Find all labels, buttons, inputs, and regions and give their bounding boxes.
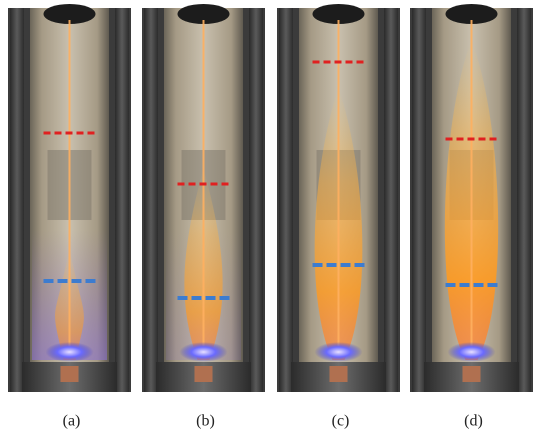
burner-nozzle xyxy=(195,366,213,382)
photo-panel xyxy=(142,4,265,392)
blue-flame-base xyxy=(46,342,94,362)
blue-flame-base xyxy=(448,342,496,362)
left-rail xyxy=(10,8,24,392)
blue-flame-base xyxy=(315,342,363,362)
burner-nozzle xyxy=(463,366,481,382)
right-rail xyxy=(517,8,531,392)
page: (a)(b)(c)(d) (() => { const data = JSON.… xyxy=(0,0,539,434)
right-rail xyxy=(249,8,263,392)
photo-panel xyxy=(277,4,400,392)
panel-label: (c) xyxy=(332,413,350,430)
photo-panel xyxy=(8,4,131,392)
burner-nozzle xyxy=(330,366,348,382)
left-rail xyxy=(412,8,426,392)
left-rail xyxy=(144,8,158,392)
panel-label: (a) xyxy=(63,413,81,430)
burner-nozzle xyxy=(61,366,79,382)
panel-label: (b) xyxy=(196,413,215,430)
panel-label: (d) xyxy=(464,413,483,430)
right-rail xyxy=(115,8,129,392)
left-rail xyxy=(279,8,293,392)
blue-flame-base xyxy=(180,342,228,362)
figure: (a) (b) (c) (d) xyxy=(0,0,539,434)
right-rail xyxy=(384,8,398,392)
photo-panel xyxy=(410,4,533,392)
